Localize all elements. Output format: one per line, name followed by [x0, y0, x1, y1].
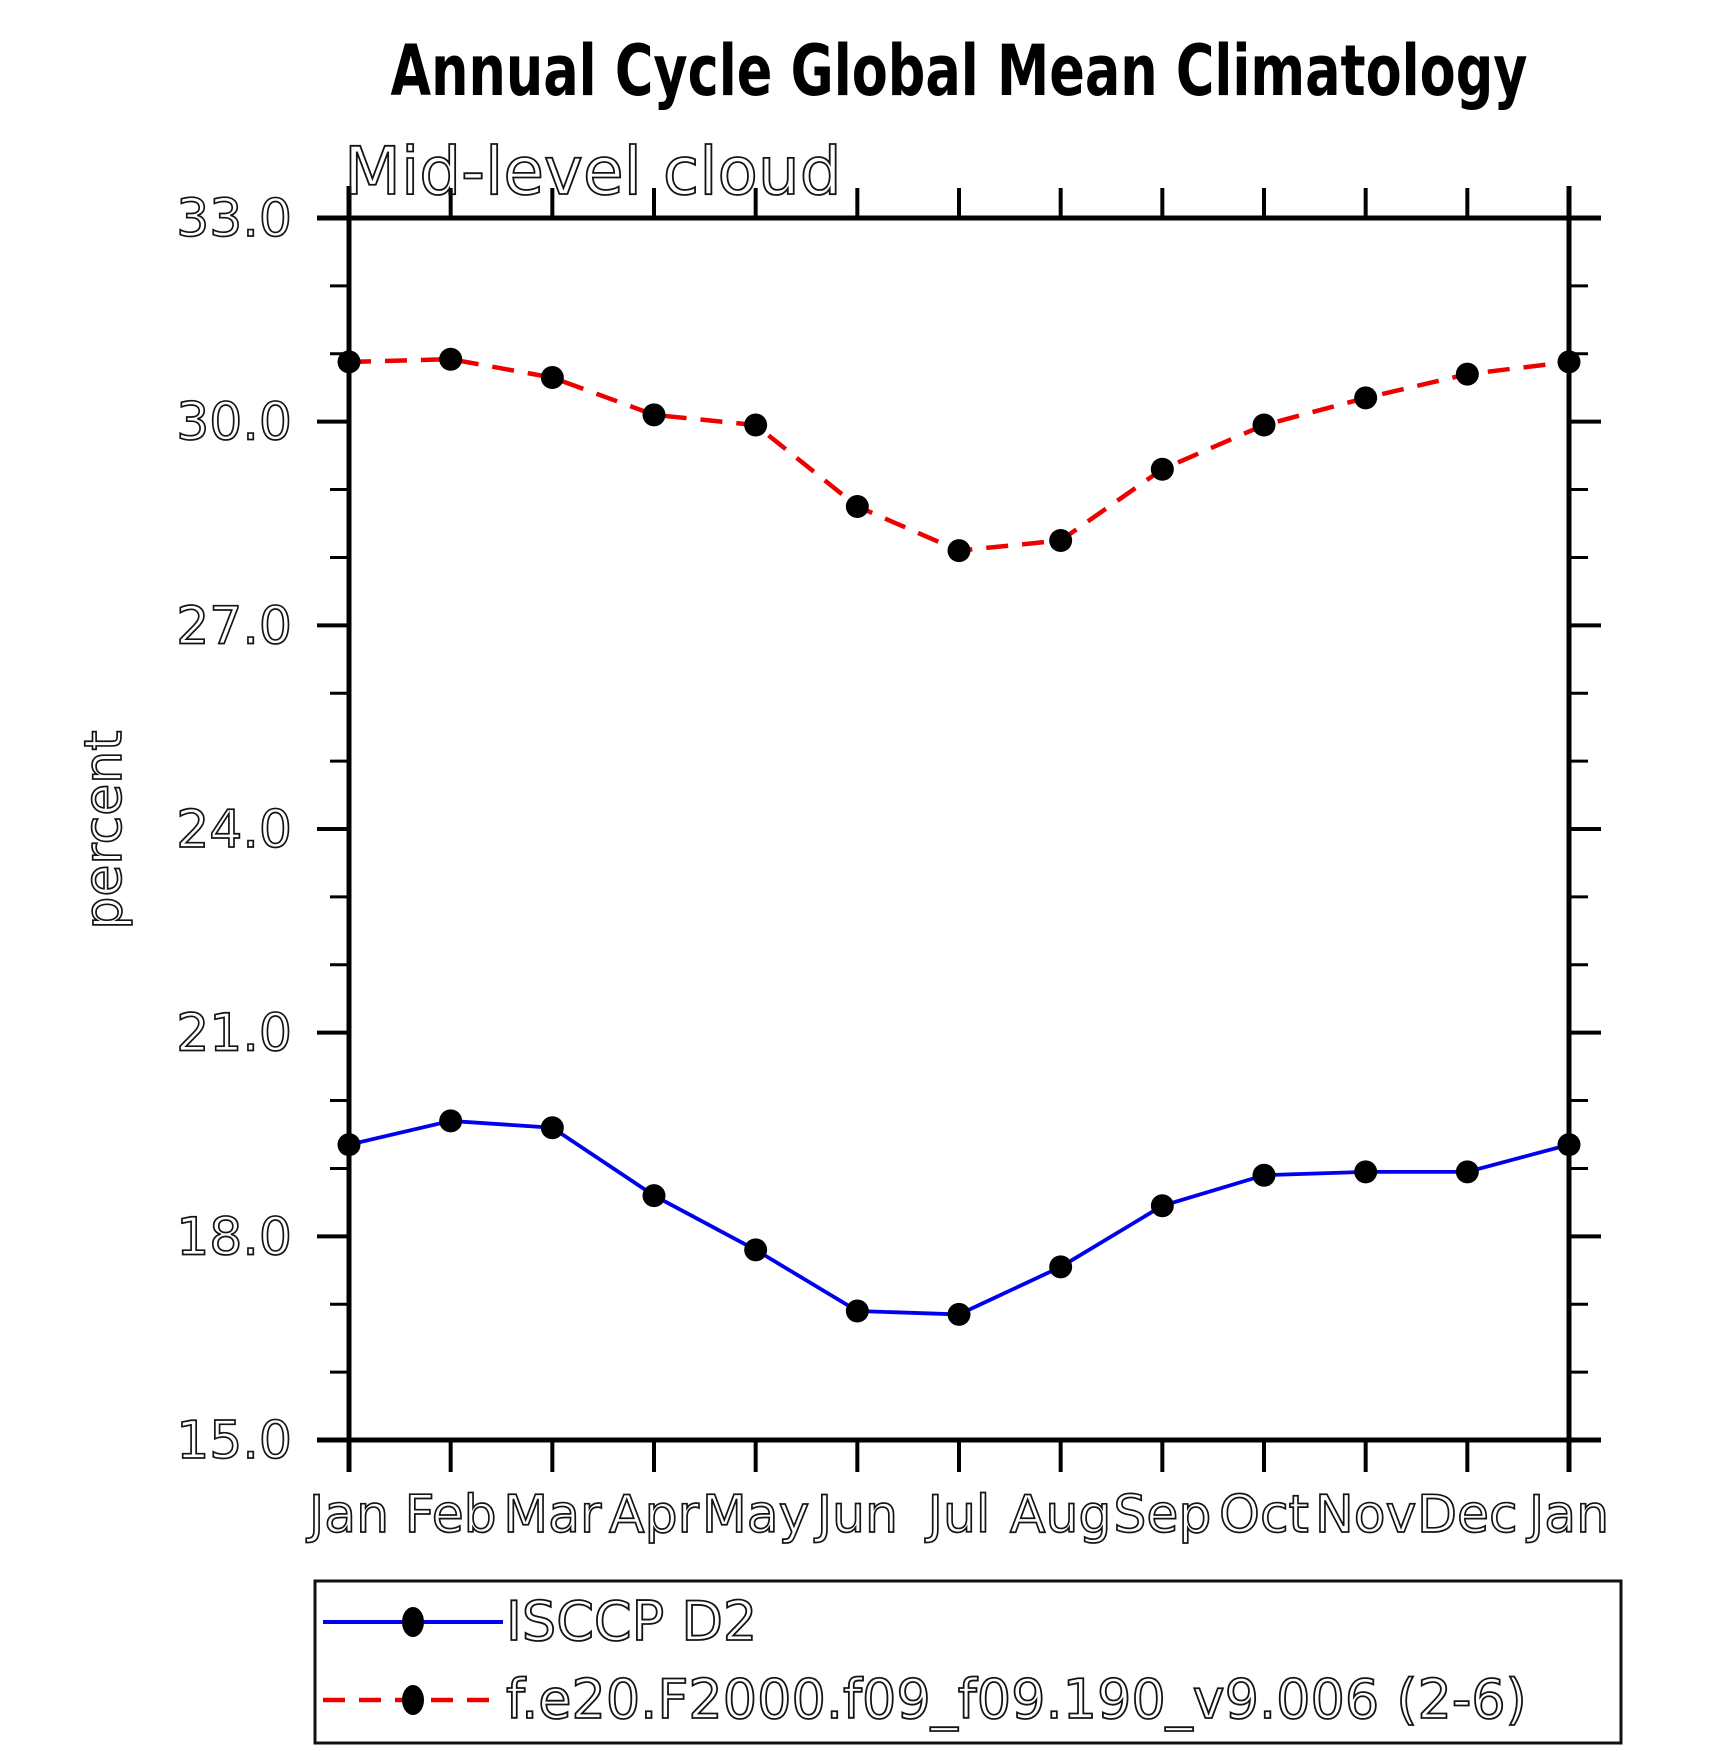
data-point [1150, 1194, 1174, 1218]
y-tick-label: 30.0 [176, 393, 292, 453]
data-point [947, 539, 971, 563]
data-point [1557, 350, 1581, 374]
x-tick-label: Mar [503, 1485, 602, 1545]
x-tick-label: May [702, 1485, 810, 1545]
chart-title: Annual Cycle Global Mean Climatology [390, 31, 1527, 112]
y-axis-title: percent [74, 730, 134, 929]
y-tick-label: 27.0 [176, 596, 292, 656]
data-point [744, 413, 768, 437]
data-point [540, 366, 564, 390]
x-tick-label: Aug [1010, 1485, 1112, 1545]
x-tick-label: Sep [1113, 1485, 1211, 1545]
data-point [1049, 1255, 1073, 1279]
y-tick-label: 33.0 [176, 189, 292, 249]
data-point [337, 1133, 361, 1157]
data-point [1252, 413, 1276, 437]
data-point [642, 403, 666, 427]
series-line-model [348, 356, 1570, 553]
data-point [947, 1302, 971, 1326]
x-tick-label: Nov [1315, 1485, 1417, 1545]
data-point [845, 495, 869, 519]
data-point [540, 1116, 564, 1140]
y-tick-label: 21.0 [176, 1004, 292, 1064]
series-line-isccp [348, 1119, 1570, 1317]
data-point [1557, 1133, 1581, 1157]
data-point [1150, 457, 1174, 481]
x-tick-label: Jan [1526, 1485, 1609, 1545]
data-point [337, 350, 361, 374]
x-tick-label: Dec [1417, 1485, 1518, 1545]
x-tick-label: Apr [609, 1485, 700, 1545]
x-tick-label: Oct [1219, 1485, 1309, 1545]
data-point [1354, 1160, 1378, 1184]
legend-marker-model-icon [402, 1685, 424, 1715]
legend-label-isccp: ISCCP D2 [506, 1590, 757, 1653]
data-point [1455, 1160, 1479, 1184]
legend: ISCCP D2 f.e20.F2000.f09_f09.190_v9.006 … [313, 1579, 1623, 1745]
chart-subtitle: Mid-level cloud [344, 133, 842, 210]
legend-box [313, 1579, 1623, 1745]
y-tick-label: 18.0 [176, 1207, 292, 1267]
x-tick-label: Jul [925, 1485, 991, 1545]
data-point [845, 1299, 869, 1323]
data-point [744, 1238, 768, 1262]
data-point [439, 1109, 463, 1133]
data-point [439, 347, 463, 371]
y-tick-label: 24.0 [176, 800, 292, 860]
y-tick-label: 15.0 [176, 1411, 292, 1471]
data-point [642, 1184, 666, 1208]
legend-marker-isccp-icon [402, 1607, 424, 1637]
data-point [1455, 362, 1479, 386]
x-tick-label: Jan [306, 1485, 389, 1545]
x-tick-label: Jun [814, 1485, 898, 1545]
data-point [1354, 386, 1378, 410]
data-point [1049, 528, 1073, 552]
legend-label-model: f.e20.F2000.f09_f09.190_v9.006 (2-6) [506, 1668, 1527, 1731]
data-point [1252, 1163, 1276, 1187]
plot-area: Jan Feb Mar Apr May Jun Jul Aug Sep Oct Nov Dec Jan1… [175, 186, 1610, 1546]
x-tick-label: Feb [405, 1485, 497, 1545]
